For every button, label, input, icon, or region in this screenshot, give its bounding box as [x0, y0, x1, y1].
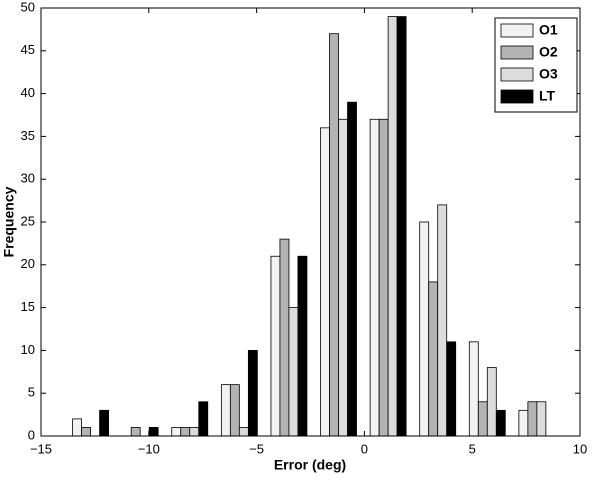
bar [369, 118, 380, 437]
bar [419, 221, 430, 437]
bar [148, 427, 159, 437]
bar [320, 127, 330, 437]
y-tick-label: 25 [21, 213, 35, 228]
bar [130, 427, 141, 437]
legend-label: O2 [539, 44, 558, 60]
y-tick-label: 0 [28, 427, 35, 442]
bar [329, 33, 339, 437]
bar [437, 204, 448, 437]
y-tick-label: 30 [21, 171, 35, 186]
bar [396, 16, 407, 437]
legend-swatch [500, 45, 534, 60]
y-tick-label: 10 [21, 342, 35, 357]
bar [387, 16, 398, 437]
legend-swatch [500, 89, 534, 104]
legend-swatch [500, 67, 534, 82]
plot-frame [40, 7, 581, 437]
bar [297, 255, 308, 437]
bar [495, 409, 506, 437]
x-tick-label: −10 [138, 441, 160, 456]
bar [180, 427, 191, 437]
bar [486, 367, 497, 437]
bar [527, 401, 538, 437]
y-tick-label: 45 [21, 42, 35, 57]
bar [279, 238, 290, 437]
x-axis-label: Error (deg) [274, 457, 346, 473]
y-tick-label: 15 [21, 299, 35, 314]
bar [229, 384, 240, 437]
y-tick-label: 5 [28, 385, 35, 400]
bar [468, 341, 479, 437]
bar [338, 118, 348, 437]
bar [238, 427, 249, 437]
x-tick-label: −15 [30, 441, 52, 456]
y-tick-label: 40 [21, 85, 35, 100]
bar [428, 281, 439, 437]
y-tick-label: 35 [21, 128, 35, 143]
x-tick-label: 10 [573, 441, 587, 456]
legend-swatch [500, 23, 534, 38]
bar [270, 255, 281, 437]
y-tick-label: 50 [21, 0, 35, 14]
x-tick-label: 5 [469, 441, 476, 456]
bar [536, 401, 547, 437]
x-tick-label: −5 [249, 441, 264, 456]
bar [81, 427, 91, 437]
legend-label: LT [539, 88, 556, 104]
bar [220, 384, 231, 437]
bar [171, 427, 182, 437]
bar [72, 418, 82, 437]
bar [247, 349, 258, 437]
bar [347, 101, 357, 437]
bar [288, 307, 299, 437]
bar [189, 427, 200, 437]
x-tick-label: 0 [361, 441, 368, 456]
y-axis-label: Frequency [1, 186, 17, 257]
bar [198, 401, 209, 437]
bar [446, 341, 457, 437]
bar [477, 401, 488, 437]
legend-label: O3 [539, 66, 558, 82]
bar [99, 409, 109, 437]
y-tick-label: 20 [21, 256, 35, 271]
bar [378, 118, 389, 437]
bar [518, 409, 529, 437]
legend-label: O1 [539, 22, 558, 38]
